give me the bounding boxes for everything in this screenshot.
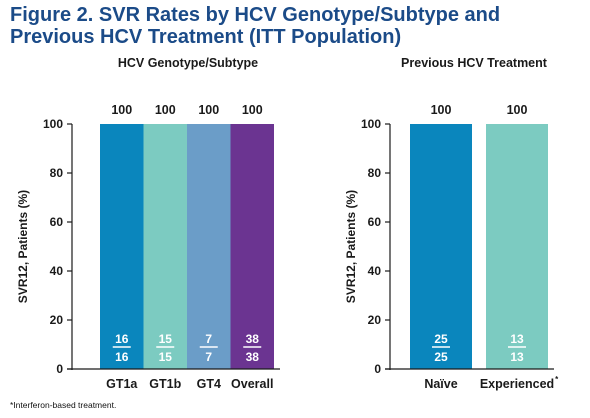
panel-1-category-label: GT1b — [149, 377, 181, 391]
panel-1-y-tick-label: 20 — [50, 313, 64, 327]
panel-1-bar-denominator: 7 — [205, 350, 212, 364]
panel-2-title: Previous HCV Treatment — [401, 56, 548, 70]
panel-1-category-label: GT1a — [106, 377, 138, 391]
panel-2-bar-numerator: 25 — [434, 332, 448, 346]
panel-1-bar-numerator: 15 — [159, 332, 173, 346]
panel-2-y-tick-label: 0 — [374, 362, 381, 376]
panel-1-bar-numerator: 7 — [205, 332, 212, 346]
panel-2-bar-1 — [410, 124, 472, 369]
figure-title-line-2: Previous HCV Treatment (ITT Population) — [10, 26, 402, 48]
panel-1-bar-denominator: 16 — [115, 350, 129, 364]
panel-1-bar-4 — [230, 124, 274, 369]
panel-2-y-tick-label: 20 — [368, 313, 382, 327]
panel-2-y-tick-label: 60 — [368, 215, 382, 229]
panel-1-bar-value-label: 100 — [155, 103, 176, 117]
footnote: *Interferon-based treatment. — [10, 400, 117, 410]
panel-1-y-tick-label: 80 — [50, 166, 64, 180]
panel-1-bar-value-label: 100 — [242, 103, 263, 117]
panel-1-category-label: Overall — [231, 377, 273, 391]
panel-1-y-tick-label: 40 — [50, 264, 64, 278]
panel-1-y-tick-label: 0 — [56, 362, 63, 376]
panel-1-bar-denominator: 38 — [246, 350, 260, 364]
panel-2-y-tick-label: 100 — [361, 117, 381, 131]
panel-2-bar-denominator: 25 — [434, 350, 448, 364]
panel-1-title: HCV Genotype/Subtype — [118, 56, 258, 70]
panel-1-category-label: GT4 — [197, 377, 221, 391]
panel-1-y-tick-label: 100 — [43, 117, 63, 131]
panel-1-bar-numerator: 38 — [246, 332, 260, 346]
panel-2-category-label: Experienced — [480, 377, 554, 391]
panel-1-y-axis-label: SVR12, Patients (%) — [16, 190, 30, 303]
panel-1-bar-numerator: 16 — [115, 332, 129, 346]
panel-1-bar-value-label: 100 — [111, 103, 132, 117]
panel-1-bar-2 — [143, 124, 187, 369]
panel-2-bar-value-label: 100 — [431, 103, 452, 117]
panel-2-bar-value-label: 100 — [507, 103, 528, 117]
panel-1-bar-denominator: 15 — [159, 350, 173, 364]
panel-2-y-tick-label: 40 — [368, 264, 382, 278]
panel-2-y-tick-label: 80 — [368, 166, 382, 180]
panel-1-bar-3 — [187, 124, 231, 369]
panel-2-y-axis-label: SVR12, Patients (%) — [344, 190, 358, 303]
panel-2-category-superscript: * — [555, 375, 559, 384]
panel-1-y-tick-label: 60 — [50, 215, 64, 229]
panel-1-bar-1 — [100, 124, 144, 369]
figure-title: Figure 2. SVR Rates by HCV Genotype/Subt… — [10, 4, 580, 48]
panel-2-bar-2 — [486, 124, 548, 369]
panel-2-bar-denominator: 13 — [510, 350, 524, 364]
panel-1-bar-value-label: 100 — [198, 103, 219, 117]
panel-2-bar-numerator: 13 — [510, 332, 524, 346]
figure-title-line-1: Figure 2. SVR Rates by HCV Genotype/Subt… — [10, 4, 501, 26]
panel-2-category-label: Naïve — [424, 377, 457, 391]
